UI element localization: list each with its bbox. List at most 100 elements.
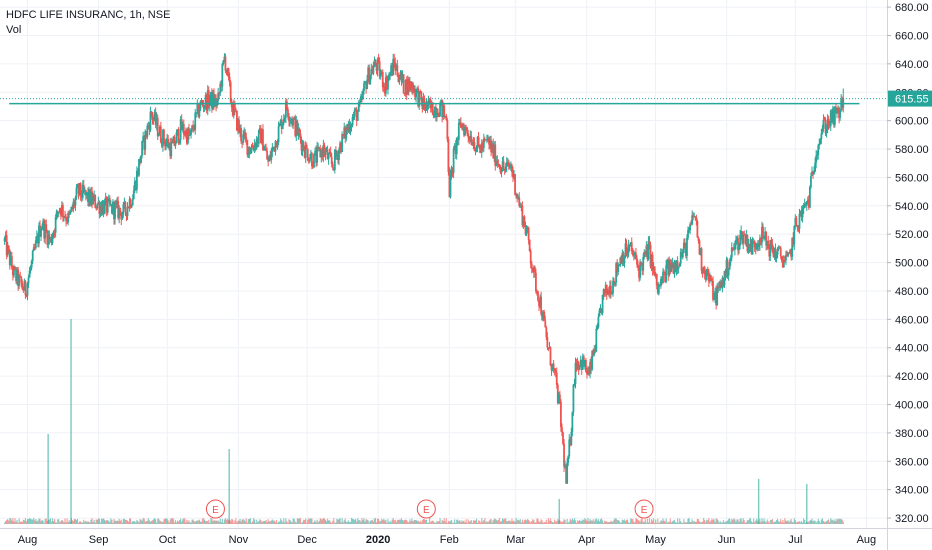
- price-tick-label: 580.00: [895, 144, 929, 156]
- volume-bar: [691, 519, 693, 524]
- volume-bar: [316, 519, 318, 524]
- volume-bar: [492, 520, 494, 524]
- candle-body: [169, 143, 172, 157]
- candle-body: [471, 144, 474, 146]
- candle-body: [772, 251, 775, 257]
- volume-bar: [381, 518, 383, 524]
- candle-body: [209, 91, 212, 101]
- volume-bar: [497, 519, 500, 524]
- volume-bar: [596, 520, 598, 524]
- candle-body: [401, 74, 404, 81]
- volume-bar: [489, 519, 491, 524]
- volume-bar: [321, 519, 323, 524]
- volume-bar: [729, 518, 731, 524]
- volume-bar: [45, 518, 47, 524]
- earnings-marker[interactable]: E: [416, 499, 436, 519]
- volume-bar: [698, 521, 701, 524]
- candle-body: [219, 83, 222, 94]
- candle-body: [604, 284, 607, 293]
- candle-body: [548, 347, 551, 349]
- volume-bar: [616, 519, 618, 524]
- candle-body: [802, 205, 805, 209]
- volume-bar: [232, 519, 234, 524]
- volume-bar: [795, 522, 797, 524]
- candle-body: [544, 320, 547, 328]
- volume-bar: [243, 519, 245, 524]
- candle-body: [693, 216, 696, 218]
- volume-bar: [685, 522, 687, 524]
- time-tick-label: Feb: [440, 534, 459, 546]
- candle-body: [353, 110, 356, 117]
- candle-body: [708, 275, 711, 282]
- volume-bar: [281, 520, 283, 524]
- candle-body: [712, 281, 714, 300]
- candle-body: [500, 170, 503, 173]
- candle-body: [328, 151, 331, 154]
- candle-body: [411, 83, 413, 89]
- volume-bar: [304, 520, 306, 524]
- volume-bar: [733, 518, 735, 524]
- candle-body: [224, 56, 227, 71]
- candle-body: [370, 69, 373, 76]
- candle-body: [32, 247, 35, 251]
- volume-bar: [704, 520, 706, 524]
- volume-bar: [279, 521, 281, 524]
- candle-body: [455, 137, 458, 155]
- volume-bar: [95, 519, 97, 524]
- candle-body: [125, 211, 128, 217]
- candle-body: [473, 142, 476, 151]
- candle-body: [137, 170, 139, 176]
- volume-spike-bar: [806, 484, 808, 524]
- earnings-marker[interactable]: E: [205, 499, 225, 519]
- volume-bar: [44, 518, 46, 524]
- volume-bar: [468, 521, 470, 524]
- candle-body: [481, 142, 484, 149]
- volume-bar: [597, 519, 600, 524]
- earnings-marker[interactable]: E: [634, 499, 654, 519]
- volume-bar: [517, 519, 519, 524]
- volume-bar: [67, 522, 69, 524]
- volume-bar: [499, 521, 502, 524]
- candle-body: [688, 230, 690, 232]
- candle-body: [468, 137, 471, 141]
- candle-body: [446, 119, 449, 140]
- candle-body: [243, 132, 246, 135]
- candle-body: [348, 124, 351, 132]
- price-axis[interactable]: 320.00340.00360.00380.00400.00420.00440.…: [887, 2, 929, 525]
- volume-bar: [34, 520, 36, 524]
- candle-body: [279, 119, 282, 125]
- candle-body: [23, 280, 26, 291]
- candle-body: [296, 120, 299, 136]
- candle-body: [815, 155, 818, 163]
- volume-bar: [177, 521, 180, 524]
- candle-body: [181, 123, 184, 131]
- candle-body: [160, 142, 163, 147]
- volume-bar: [498, 518, 501, 524]
- time-axis[interactable]: Aug Sep Oct Nov Dec 2020 Feb Mar Apr May Jun Jul Aug: [18, 534, 876, 546]
- candle-body: [118, 207, 121, 219]
- candle-body: [642, 256, 645, 271]
- candle-body: [48, 234, 51, 240]
- candle-body: [757, 245, 760, 247]
- price-tick-label: 340.00: [895, 485, 929, 497]
- candle-body: [675, 261, 678, 271]
- candle-body: [817, 145, 820, 155]
- volume-bar: [16, 519, 18, 524]
- candle-body: [692, 215, 695, 217]
- candle-body: [602, 289, 605, 295]
- time-tick-label: Apr: [578, 534, 595, 546]
- candle-body: [305, 144, 308, 150]
- volume-bar: [587, 518, 589, 524]
- candle-body: [589, 361, 591, 373]
- volume-bar: [389, 520, 391, 524]
- volume-bar: [589, 518, 591, 524]
- candle-body: [638, 266, 640, 278]
- volume-bar: [463, 520, 465, 524]
- time-tick-label: Nov: [229, 534, 249, 546]
- volume-bar: [611, 521, 613, 524]
- volume-bar: [375, 522, 378, 524]
- volume-bar: [397, 519, 399, 524]
- candle-body: [599, 308, 602, 310]
